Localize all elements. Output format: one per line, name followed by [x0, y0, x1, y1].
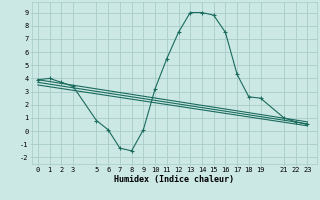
X-axis label: Humidex (Indice chaleur): Humidex (Indice chaleur)	[115, 175, 234, 184]
